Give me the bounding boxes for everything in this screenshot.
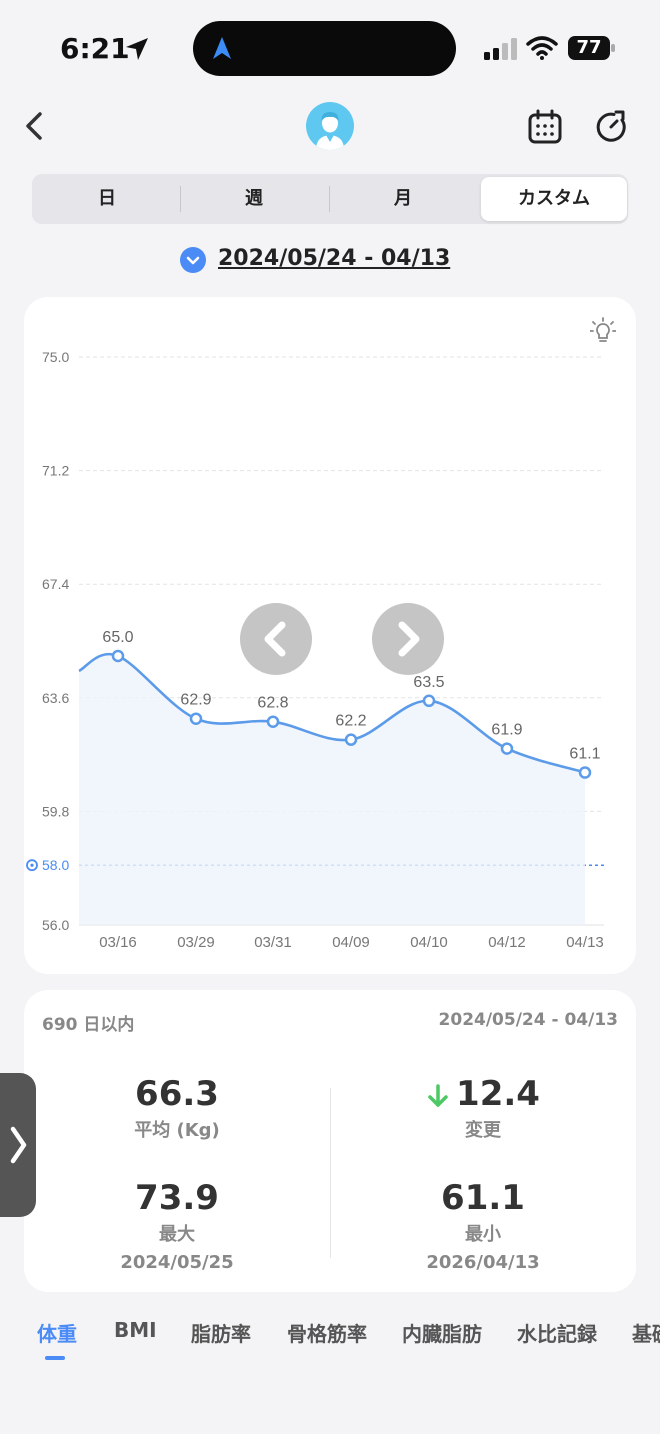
nav-bar [0, 96, 660, 160]
average-label: 平均 (Kg) [134, 1120, 220, 1141]
back-chevron-icon[interactable] [16, 106, 52, 146]
location-arrow-icon [126, 38, 148, 60]
weight-chart-card: 75.0 71.2 67.4 63.6 59.8 56.0 58.0 65.0 03/16 62.… [24, 297, 636, 974]
change-value: 12.4 [456, 1074, 540, 1114]
data-label: 62.2 [335, 713, 366, 730]
segment-week[interactable]: 週 [245, 188, 263, 209]
calendar-icon[interactable] [526, 108, 564, 146]
wifi-icon [526, 36, 558, 60]
min-label: 最小 [465, 1224, 501, 1245]
x-tick-label: 03/29 [177, 934, 215, 951]
max-value: 73.9 [135, 1178, 219, 1218]
max-label: 最大 [159, 1224, 195, 1245]
data-label: 61.1 [569, 746, 600, 763]
weight-line-chart: 75.0 71.2 67.4 63.6 59.8 56.0 58.0 65.0 03/16 62.… [26, 349, 604, 951]
x-tick-label: 04/10 [410, 934, 448, 951]
data-point [344, 733, 358, 746]
status-time: 6:21 [60, 32, 130, 65]
data-point [266, 715, 280, 728]
x-tick-label: 04/13 [566, 934, 604, 951]
x-tick-label: 03/16 [99, 934, 137, 951]
chart-prev-button[interactable] [240, 603, 312, 675]
dynamic-island [193, 21, 456, 76]
data-label: 62.9 [180, 692, 211, 709]
segment-divider [180, 186, 181, 212]
data-point [422, 694, 436, 708]
target-icon [26, 859, 38, 872]
data-point [189, 712, 203, 725]
max-date: 2024/05/25 [120, 1252, 234, 1273]
change-row: 12.4 [333, 1074, 633, 1114]
change-label: 変更 [465, 1120, 501, 1141]
tab-water[interactable]: 水比記録 [517, 1322, 597, 1346]
series-line [78, 652, 586, 774]
tab-body-fat[interactable]: 脂肪率 [191, 1322, 251, 1346]
x-tick-label: 04/12 [488, 934, 526, 951]
stats-range-date: 2024/05/24 - 04/13 [438, 1010, 618, 1030]
segment-divider [329, 186, 330, 212]
side-drawer-handle[interactable] [0, 1073, 36, 1217]
data-point [111, 649, 125, 663]
x-tick-label: 04/09 [332, 934, 370, 951]
chart-next-button[interactable] [372, 603, 444, 675]
arrow-down-icon [428, 1083, 448, 1107]
metric-tabs: 体重 BMI 脂肪率 骨格筋率 内臓脂肪 水比記録 基礎 [0, 1314, 660, 1362]
average-value: 66.3 [135, 1074, 219, 1114]
tab-weight[interactable]: 体重 [37, 1322, 77, 1346]
y-tick-label: 56.0 [42, 917, 69, 933]
data-label: 63.5 [413, 674, 444, 691]
data-label: 65.0 [102, 629, 133, 646]
lightbulb-icon[interactable] [590, 317, 616, 345]
date-dropdown-button[interactable] [180, 247, 206, 273]
x-tick-label: 03/31 [254, 934, 292, 951]
battery-indicator: 77 [568, 36, 616, 60]
cellular-signal-icon [484, 38, 517, 60]
chevron-down-icon [186, 256, 200, 265]
segment-custom[interactable]: カスタム [481, 177, 627, 221]
tab-skeletal-muscle[interactable]: 骨格筋率 [287, 1322, 367, 1346]
tab-bmi[interactable]: BMI [114, 1318, 157, 1342]
battery-tip [611, 44, 615, 52]
stats-range-label: 690 日以内 [42, 1015, 135, 1035]
y-tick-label: 59.8 [42, 803, 69, 819]
y-tick-label: 71.2 [42, 463, 69, 479]
min-date: 2026/04/13 [426, 1252, 540, 1273]
period-segmented-control: 日 週 月 カスタム [32, 174, 628, 224]
target-icon-dot [30, 863, 34, 867]
stats-summary-card: 690 日以内 2024/05/24 - 04/13 66.3 平均 (Kg) … [24, 990, 636, 1292]
stat-min: 61.1 最小 2026/04/13 [333, 1178, 633, 1273]
data-point [500, 742, 514, 755]
segment-month[interactable]: 月 [394, 188, 412, 209]
status-bar: 6:21 77 [0, 0, 660, 96]
data-label: 62.8 [257, 695, 288, 712]
chevron-left-icon [264, 621, 286, 657]
target-label: 58.0 [42, 857, 69, 873]
y-tick-label: 75.0 [42, 349, 69, 365]
data-point [578, 766, 592, 779]
avatar[interactable] [306, 102, 354, 150]
battery-level: 77 [568, 36, 610, 60]
stat-max: 73.9 最大 2024/05/25 [27, 1178, 327, 1273]
segment-day[interactable]: 日 [98, 188, 116, 209]
data-label: 61.9 [491, 722, 522, 739]
stat-average: 66.3 平均 (Kg) [27, 1074, 327, 1142]
refresh-icon[interactable] [592, 108, 630, 146]
series-area [79, 654, 585, 925]
chevron-right-icon [10, 1126, 27, 1164]
date-range-text[interactable]: 2024/05/24 - 04/13 [218, 246, 451, 271]
chevron-right-icon [398, 621, 420, 657]
stats-divider [330, 1088, 331, 1258]
active-tab-indicator [45, 1356, 65, 1360]
y-tick-label: 67.4 [42, 576, 69, 592]
user-avatar-icon [316, 112, 344, 150]
stat-change: 12.4 変更 [333, 1074, 633, 1142]
navigation-arrow-icon [213, 37, 231, 59]
tab-visceral-fat[interactable]: 内臓脂肪 [402, 1322, 482, 1346]
y-tick-label: 63.6 [42, 690, 69, 706]
min-value: 61.1 [441, 1178, 525, 1218]
tab-basal[interactable]: 基礎 [632, 1322, 660, 1346]
